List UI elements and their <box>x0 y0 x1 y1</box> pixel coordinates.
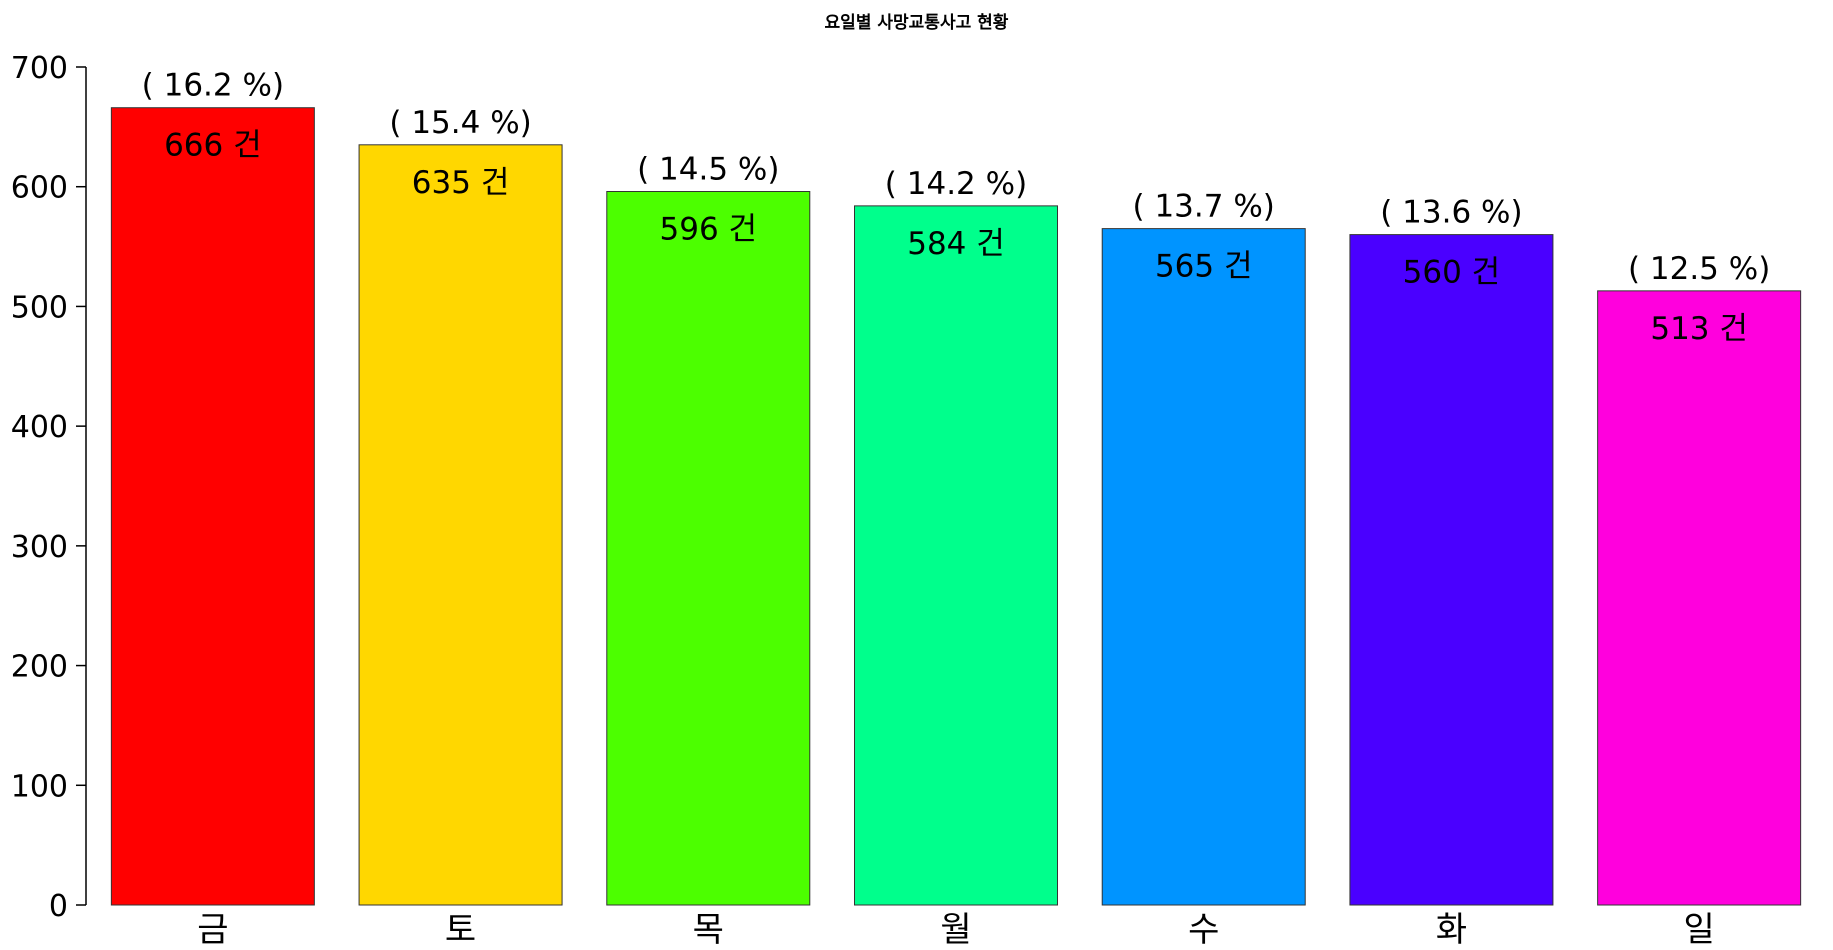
bars <box>110 107 1802 906</box>
value-label: 513 건 <box>1650 311 1748 347</box>
x-tick-label: 화 <box>1436 910 1467 950</box>
y-axis: 0 100 200 300 400 500 600 700 <box>11 51 87 924</box>
y-tick-label: 0 <box>49 889 68 924</box>
x-tick-label: 금 <box>197 910 228 950</box>
percent-label: ( 13.7 %) <box>1133 189 1275 225</box>
x-tick-label: 목 <box>693 910 724 950</box>
percent-label: ( 14.2 %) <box>885 166 1027 202</box>
x-tick-label: 월 <box>940 910 971 950</box>
bar <box>1101 228 1306 906</box>
chart-title: 요일별 사망교통사고 현황 <box>824 13 1009 33</box>
value-label: 666 건 <box>164 128 262 164</box>
percent-label: ( 14.5 %) <box>637 152 779 188</box>
y-tick-label: 200 <box>11 650 68 685</box>
value-label: 565 건 <box>1155 249 1253 285</box>
y-tick-label: 300 <box>11 530 68 565</box>
percent-label: ( 13.6 %) <box>1380 195 1522 231</box>
y-tick-label: 600 <box>11 171 68 206</box>
bar <box>110 107 315 906</box>
percent-label: ( 16.2 %) <box>142 68 284 104</box>
x-tick-label: 수 <box>1188 910 1219 950</box>
x-tick-label: 토 <box>445 910 476 950</box>
bar <box>1349 234 1554 906</box>
percent-label: ( 12.5 %) <box>1628 251 1770 287</box>
value-label: 596 건 <box>660 212 758 248</box>
y-tick-label: 400 <box>11 410 68 445</box>
data-labels: ( 16.2 %) 666 건 ( 15.4 %) 635 건 ( 14.5 %) 596… <box>142 68 1771 347</box>
percent-label: ( 15.4 %) <box>389 105 531 141</box>
bar <box>854 205 1058 906</box>
bar <box>606 191 811 906</box>
value-label: 635 건 <box>412 165 510 201</box>
bar <box>1597 290 1802 906</box>
y-tick-label: 700 <box>11 51 68 86</box>
x-tick-label: 일 <box>1684 910 1715 950</box>
value-label: 584 건 <box>907 226 1005 262</box>
y-tick-label: 100 <box>11 769 68 804</box>
y-tick-label: 500 <box>11 290 68 325</box>
bar <box>358 144 563 906</box>
value-label: 560 건 <box>1403 255 1501 291</box>
